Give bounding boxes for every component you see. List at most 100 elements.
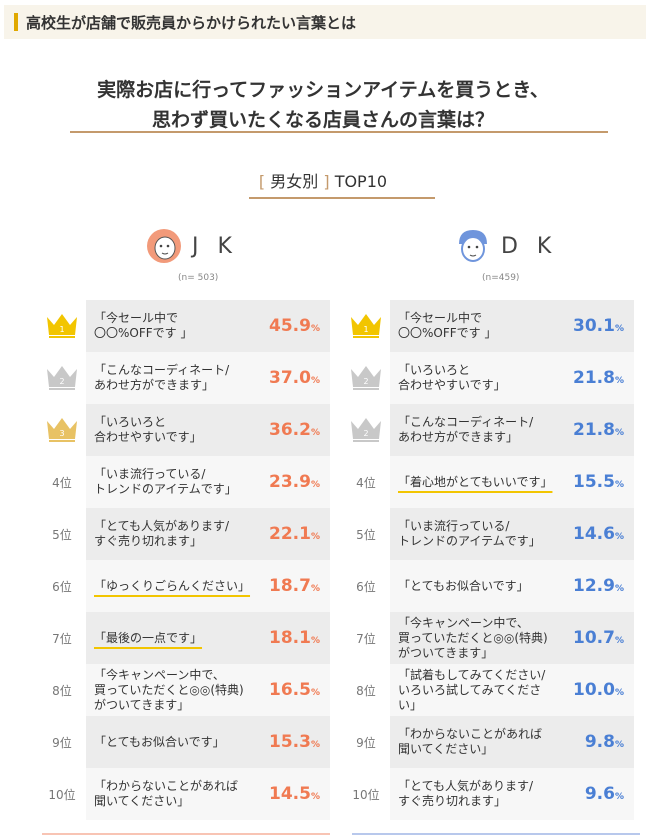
answer-box: 「こんなコーディネート/ あわせ方ができます」 21.8% [390,404,634,456]
rank-label: 7位 [356,631,376,646]
percent-unit: % [310,324,320,334]
ranking-row: 2 「いろいろと 合わせやすいです」 21.8% [342,352,634,404]
answer-box: 「とてもお似合いです」 15.3% [86,716,330,768]
rank-label: 6位 [52,579,72,594]
ranking-row: 9位 「わからないことがあれば 聞いてください」 9.8% [342,716,634,768]
rank-crown: 1 [342,311,390,342]
boy-face-icon [459,230,487,262]
rank-crown: 1 [38,311,86,342]
jk-heading: J K [146,228,238,264]
answer-box: 「ゆっくりごらんください」 18.7% [86,560,330,612]
answer-percent: 30.1% [552,316,634,336]
subtitle-underline [249,197,435,199]
percent-unit: % [614,584,624,594]
percent-value: 9.6 [584,784,615,804]
svg-text:1: 1 [59,325,64,334]
crown-icon: 2 [47,365,77,390]
percent-unit: % [614,376,624,386]
percent-unit: % [614,792,624,802]
rank-label: 8位 [52,683,72,698]
answer-box: 「こんなコーディネート/ あわせ方ができます」 37.0% [86,352,330,404]
answer-percent: 18.7% [248,576,330,596]
ranking-row: 5位 「いま流行っている/ トレンドのアイテムです」 14.6% [342,508,634,560]
answer-percent: 21.8% [552,368,634,388]
percent-unit: % [614,480,624,490]
subtitle: [ 男女別 ] TOP10 [258,172,388,191]
girl-face-icon [147,229,181,263]
crown-icon: 1 [47,313,77,338]
ranking-row: 10位 「わからないことがあれば 聞いてください」 14.5% [38,768,330,820]
percent-unit: % [614,532,624,542]
percent-unit: % [614,740,624,750]
answer-box: 「とても人気があります/ すぐ売り切れます」 22.1% [86,508,330,560]
answer-box: 「今キャンペーン中で、 買っていただくと◎◎(特典) がついてきます」 16.5% [86,664,330,716]
answer-text: 「とても人気があります/ すぐ売り切れます」 [94,519,230,548]
rank-label: 5位 [356,527,376,542]
rank-label: 10位 [48,787,76,802]
answer-percent: 10.7% [552,628,634,648]
percent-value: 16.5 [269,680,311,700]
percent-value: 18.7 [269,576,311,596]
percent-unit: % [310,584,320,594]
svg-text:2: 2 [59,377,64,386]
answer-text: 「とてもお似合いです」 [398,578,529,593]
percent-unit: % [310,688,320,698]
answer-box: 「今セール中で 〇〇%OFFです 」 45.9% [86,300,330,352]
percent-value: 10.0 [573,680,615,700]
answer-text: 「いま流行っている/ トレンドのアイテムです」 [398,519,541,548]
percent-unit: % [310,636,320,646]
answer-box: 「今セール中で 〇〇%OFFです 」 30.1% [390,300,634,352]
answer-text: 「最後の一点です」 [94,630,203,645]
ranking-row: 1 「今セール中で 〇〇%OFFです 」 45.9% [38,300,330,352]
answer-text: 「着心地がとてもいいです」 [398,474,553,489]
answer-percent: 22.1% [248,524,330,544]
percent-unit: % [614,688,624,698]
rank-label: 10位 [352,787,380,802]
rank-crown: 2 [342,363,390,394]
answer-percent: 12.9% [552,576,634,596]
percent-value: 15.3 [269,732,311,752]
accent-bar [14,13,18,31]
jk-label: J K [192,233,238,259]
answer-text: 「試着もしてみてください/ いろいろ試してみてください」 [398,667,546,712]
percent-value: 12.9 [573,576,615,596]
ranking-row: 2 「こんなコーディネート/ あわせ方ができます」 37.0% [38,352,330,404]
answer-percent: 14.5% [248,784,330,804]
crown-icon: 2 [351,417,381,442]
answer-box: 「とても人気があります/ すぐ売り切れます」 9.6% [390,768,634,820]
answer-text: 「今キャンペーン中で、 買っていただくと◎◎(特典) がついてきます」 [94,667,244,712]
rank-label: 4位 [52,475,72,490]
ranking-row: 7位 「今キャンペーン中で、 買っていただくと◎◎(特典) がついてきます」 10.… [342,612,634,664]
question-title: 実際お店に行ってファッションアイテムを買うとき、 思わず買いたくなる店員さんの言… [97,79,549,131]
subtitle-category: 男女別 [270,172,319,191]
percent-value: 22.1 [269,524,311,544]
dk-sample-size: (n=459) [482,273,520,283]
percent-unit: % [310,740,320,750]
ranking-row: 8位 「試着もしてみてください/ いろいろ試してみてください」 10.0% [342,664,634,716]
crown-icon: 3 [47,417,77,442]
ranking-row: 4位 「いま流行っている/ トレンドのアイテムです」 23.9% [38,456,330,508]
ranking-row: 6位 「とてもお似合いです」 12.9% [342,560,634,612]
dk-label: D K [501,233,558,259]
answer-percent: 16.5% [248,680,330,700]
answer-text: 「今キャンペーン中で、 買っていただくと◎◎(特典) がついてきます」 [398,615,548,660]
percent-value: 45.9 [269,316,311,336]
answer-box: 「いま流行っている/ トレンドのアイテムです」 23.9% [86,456,330,508]
ranking-row: 10位 「とても人気があります/ すぐ売り切れます」 9.6% [342,768,634,820]
answer-percent: 37.0% [248,368,330,388]
percent-unit: % [310,376,320,386]
rank-crown: 2 [38,363,86,394]
answer-text: 「とてもお似合いです」 [94,734,225,749]
ranking-row: 4位 「着心地がとてもいいです」 15.5% [342,456,634,508]
rank-label: 6位 [356,579,376,594]
answer-box: 「いま流行っている/ トレンドのアイテムです」 14.6% [390,508,634,560]
rank-label: 4位 [356,475,376,490]
jk-sample-size: (n= 503) [178,273,219,283]
answer-percent: 23.9% [248,472,330,492]
answer-text: 「こんなコーディネート/ あわせ方ができます」 [94,363,230,392]
percent-unit: % [614,324,624,334]
percent-value: 23.9 [269,472,311,492]
ranking-row: 1 「今セール中で 〇〇%OFFです 」 30.1% [342,300,634,352]
answer-percent: 9.8% [552,732,634,752]
jk-ranking: 1 「今セール中で 〇〇%OFFです 」 45.9% 2 「こんなコーディネート/ あわ… [38,300,330,820]
